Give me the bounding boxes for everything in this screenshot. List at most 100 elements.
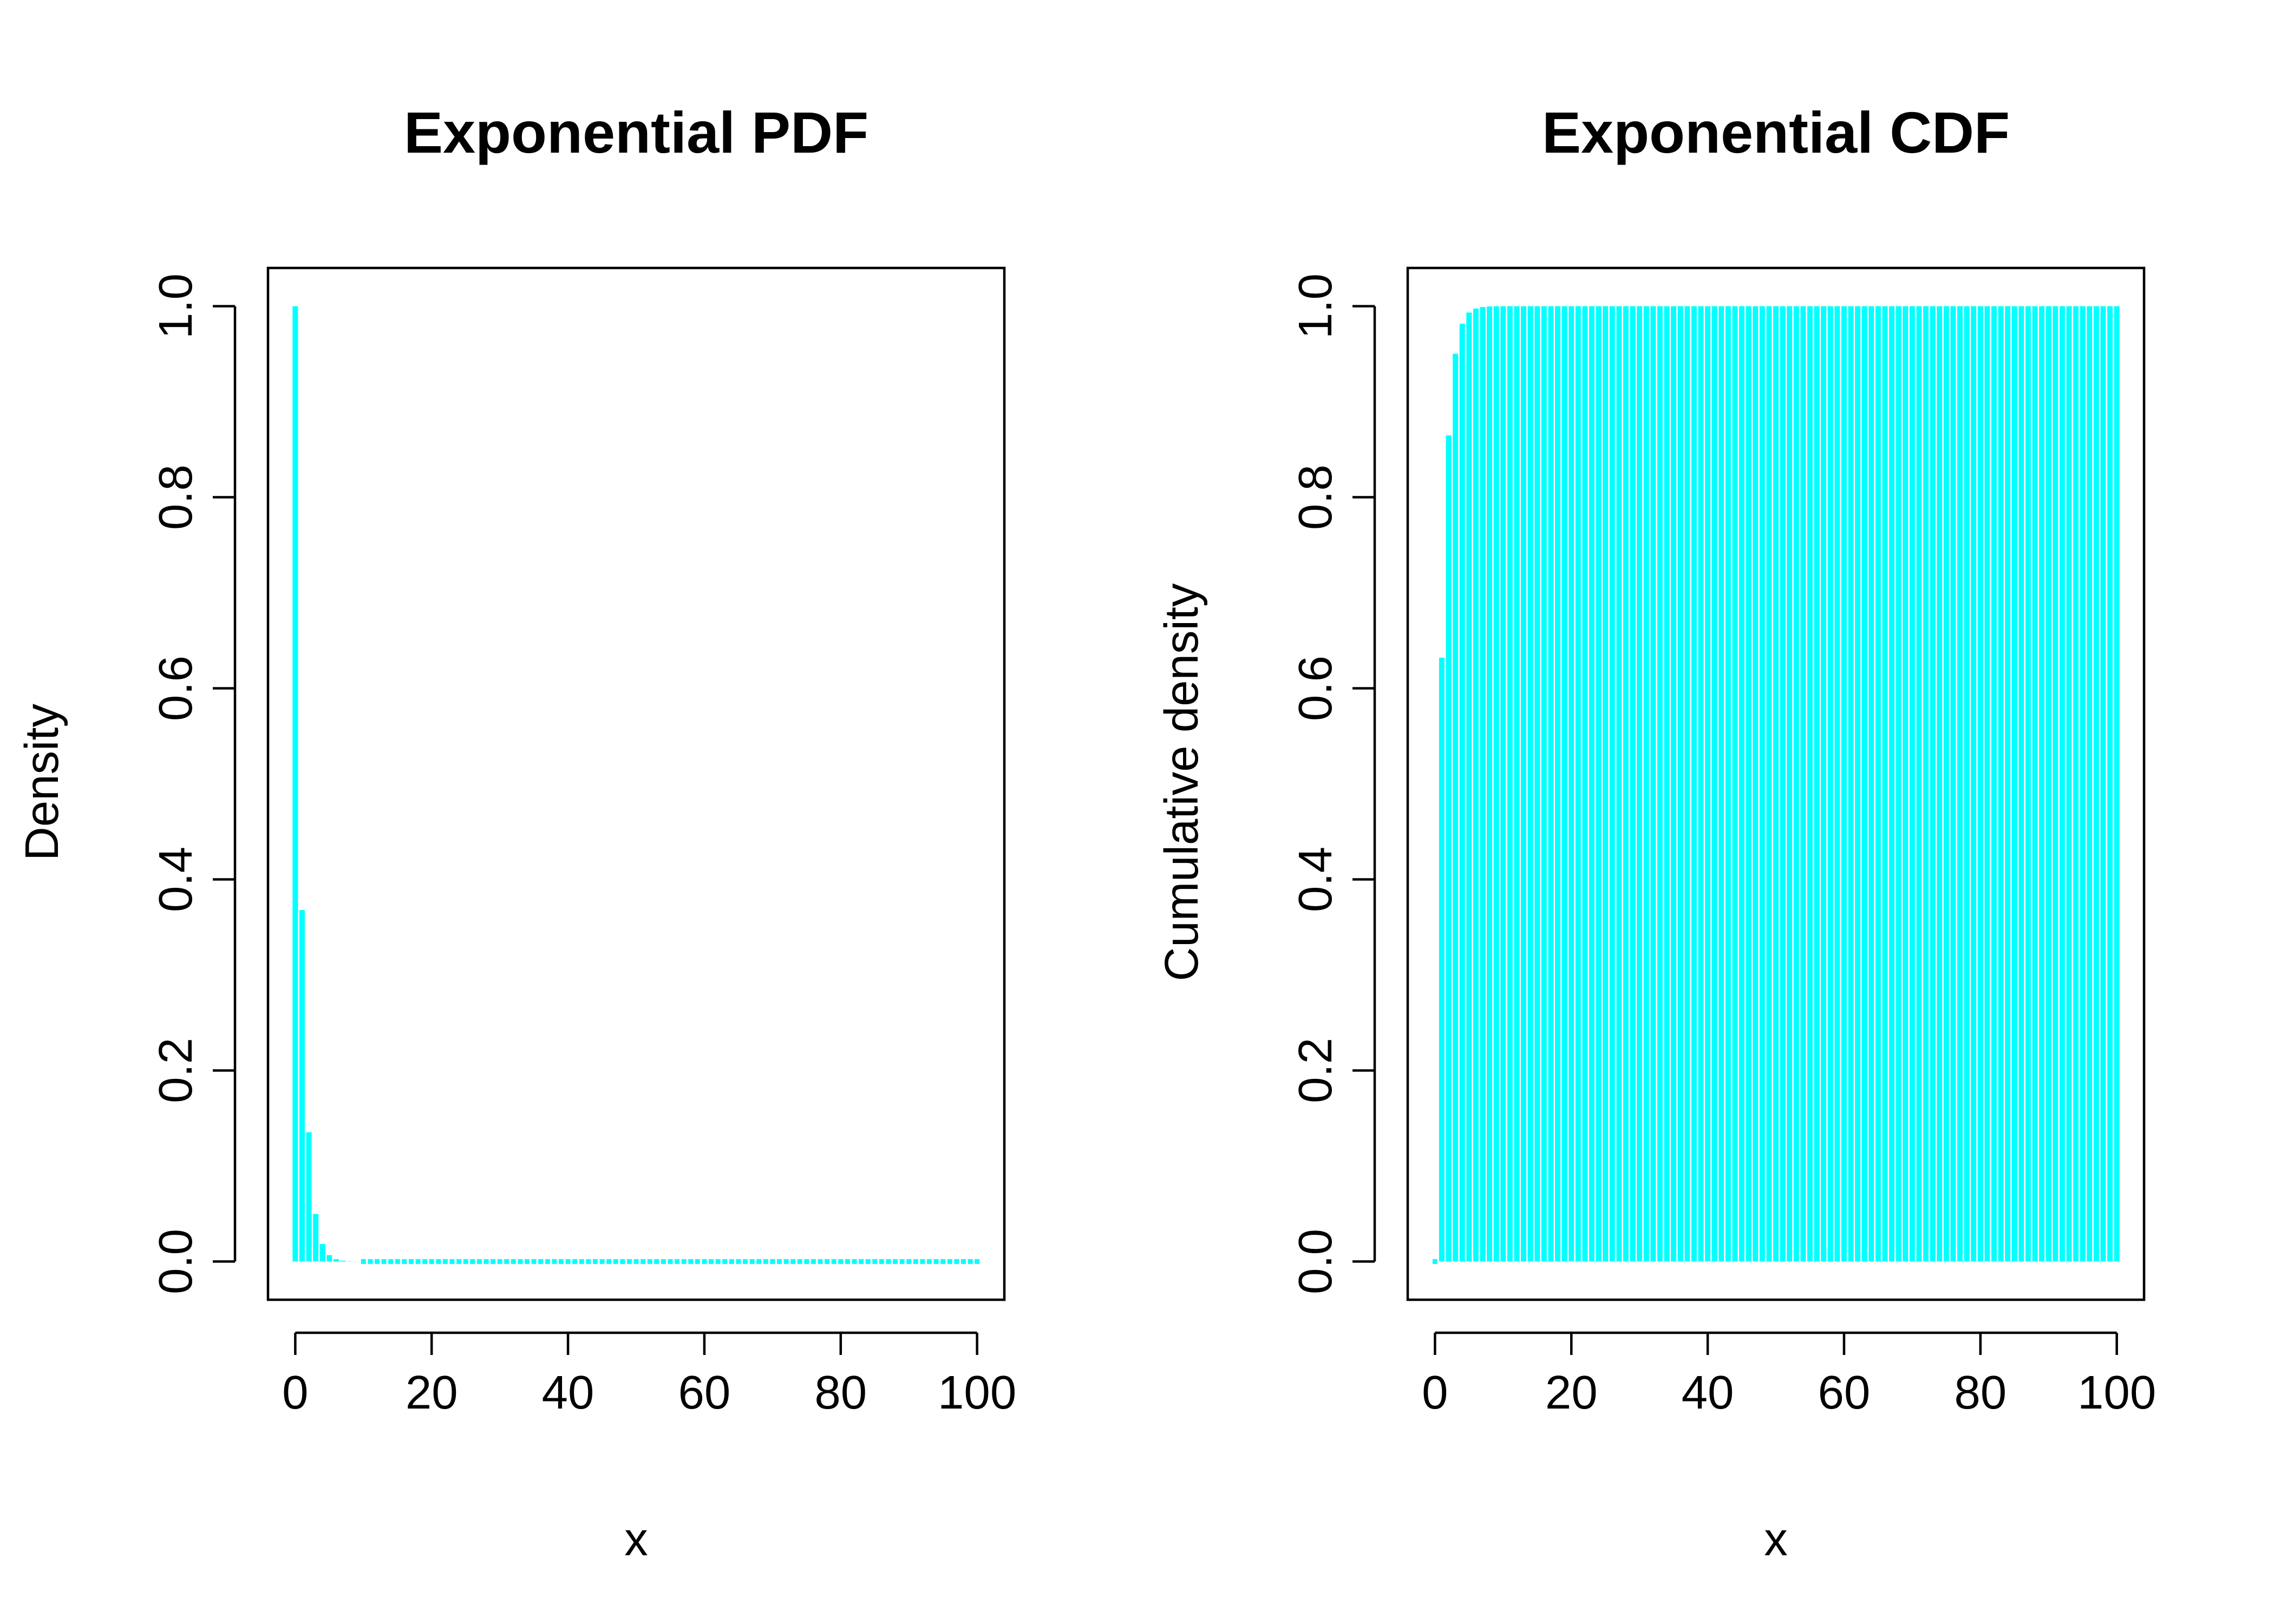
- pdf-bar-zero-marker: [606, 1259, 612, 1264]
- pdf-bar-zero-marker: [504, 1259, 509, 1264]
- pdf-bar-zero-marker: [906, 1259, 912, 1264]
- cdf-y-tick-label: 1.0: [1289, 273, 1342, 339]
- pdf-y-tick-label: 1.0: [149, 273, 202, 339]
- cdf-y-tick-label: 0.6: [1289, 656, 1342, 721]
- pdf-bar-zero-marker: [913, 1259, 918, 1264]
- pdf-bar-zero-marker: [456, 1259, 462, 1264]
- pdf-bar-zero-marker: [968, 1259, 973, 1264]
- pdf-y-axis-label: Density: [16, 703, 68, 861]
- pdf-bars: [292, 306, 980, 1264]
- pdf-bar-zero-marker: [749, 1259, 755, 1264]
- pdf-bar-zero-marker: [865, 1259, 871, 1264]
- pdf-bar-zero-marker: [845, 1259, 850, 1264]
- pdf-bar-zero-marker: [675, 1259, 680, 1264]
- pdf-x-tick-label: 100: [938, 1366, 1016, 1419]
- pdf-bar-zero-marker: [709, 1259, 714, 1264]
- pdf-y-axis: 0.0 0.2 0.4 0.6 0.8 1.0: [149, 273, 237, 1294]
- pdf-bar-zero-marker: [872, 1259, 878, 1264]
- pdf-bar-zero-marker: [852, 1259, 857, 1264]
- cdf-bar-zero-marker: [1432, 1259, 1437, 1264]
- pdf-bar-zero-marker: [586, 1259, 591, 1264]
- pdf-bar-zero-marker: [538, 1259, 544, 1264]
- pdf-bar-zero-marker: [470, 1259, 475, 1264]
- pdf-bar-zero-marker: [497, 1259, 502, 1264]
- pdf-bar-zero-marker: [811, 1259, 816, 1264]
- pdf-bar-zero-marker: [831, 1259, 837, 1264]
- pdf-bar-zero-marker: [702, 1259, 707, 1264]
- pdf-x-axis-label: x: [624, 1513, 648, 1566]
- pdf-bar-zero-marker: [395, 1259, 400, 1264]
- pdf-bar-zero-marker: [722, 1259, 728, 1264]
- cdf-x-tick-label: 40: [1682, 1366, 1734, 1419]
- pdf-bar-zero-marker: [442, 1259, 448, 1264]
- pdf-bar-zero-marker: [620, 1259, 625, 1264]
- cdf-title: Exponential CDF: [1542, 100, 2010, 165]
- pdf-bar-zero-marker: [531, 1259, 537, 1264]
- pdf-bar-zero-marker: [449, 1259, 455, 1264]
- pdf-bar-zero-marker: [592, 1259, 598, 1264]
- pdf-bar-zero-marker: [947, 1259, 952, 1264]
- cdf-panel: Exponential CDF x Cumulative density 0 20…: [1155, 100, 2156, 1566]
- pdf-bar-zero-marker: [491, 1259, 496, 1264]
- pdf-bar-zero-marker: [572, 1259, 578, 1264]
- pdf-plot-frame: [266, 266, 1006, 1301]
- pdf-bar-zero-marker: [579, 1259, 584, 1264]
- cdf-x-axis-label: x: [1764, 1513, 1788, 1566]
- cdf-x-tick-label: 60: [1818, 1366, 1871, 1419]
- pdf-bar-zero-marker: [661, 1259, 666, 1264]
- pdf-bar-zero-marker: [783, 1259, 789, 1264]
- pdf-bar-zero-marker: [654, 1259, 659, 1264]
- cdf-y-tick-label: 0.0: [1289, 1229, 1342, 1294]
- pdf-bar-zero-marker: [476, 1259, 482, 1264]
- pdf-bar-zero-marker: [552, 1259, 557, 1264]
- pdf-bar-zero-marker: [463, 1259, 468, 1264]
- cdf-y-tick-label: 0.2: [1289, 1038, 1342, 1103]
- pdf-bar-zero-marker: [633, 1259, 639, 1264]
- pdf-bar-zero-marker: [483, 1259, 489, 1264]
- pdf-bar-zero-marker: [613, 1259, 618, 1264]
- pdf-bar-zero-marker: [975, 1259, 980, 1264]
- pdf-bar-zero-marker: [525, 1259, 530, 1264]
- pdf-bar-zero-marker: [818, 1259, 823, 1264]
- pdf-y-tick-label: 0.0: [149, 1229, 202, 1294]
- pdf-y-tick-label: 0.6: [149, 656, 202, 721]
- cdf-y-tick-label: 0.8: [1289, 464, 1342, 530]
- pdf-bar-zero-marker: [436, 1259, 441, 1264]
- pdf-bar-zero-marker: [879, 1259, 884, 1264]
- pdf-bar-zero-marker: [756, 1259, 762, 1264]
- pdf-bar-zero-marker: [790, 1259, 796, 1264]
- pdf-bar-zero-marker: [374, 1259, 380, 1264]
- pdf-x-tick-label: 20: [406, 1366, 458, 1419]
- pdf-bar-zero-marker: [422, 1259, 428, 1264]
- pdf-bar-zero-marker: [893, 1259, 898, 1264]
- cdf-bars: [1432, 306, 2120, 1264]
- pdf-bar-zero-marker: [954, 1259, 959, 1264]
- pdf-bar-zero-marker: [402, 1259, 407, 1264]
- pdf-bar-zero-marker: [763, 1259, 768, 1264]
- pdf-bar-zero-marker: [899, 1259, 905, 1264]
- pdf-bar-zero-marker: [565, 1259, 571, 1264]
- pdf-bar-zero-marker: [361, 1259, 366, 1264]
- pdf-bar-zero-marker: [626, 1259, 632, 1264]
- pdf-bar-zero-marker: [715, 1259, 721, 1264]
- pdf-bar-zero-marker: [388, 1259, 394, 1264]
- pdf-bar-zero-marker: [599, 1259, 605, 1264]
- pdf-bar-zero-marker: [545, 1259, 550, 1264]
- cdf-y-tick-label: 0.4: [1289, 847, 1342, 912]
- pdf-bar-zero-marker: [736, 1259, 741, 1264]
- cdf-y-axis: 0.0 0.2 0.4 0.6 0.8 1.0: [1289, 273, 1376, 1294]
- cdf-x-tick-label: 20: [1545, 1366, 1598, 1419]
- pdf-x-tick-label: 60: [678, 1366, 731, 1419]
- pdf-bar-zero-marker: [695, 1259, 700, 1264]
- pdf-bar-zero-marker: [688, 1259, 694, 1264]
- pdf-bar-zero-marker: [558, 1259, 564, 1264]
- cdf-y-axis-label: Cumulative density: [1155, 583, 1208, 981]
- pdf-bar-zero-marker: [742, 1259, 748, 1264]
- pdf-bar-zero-marker: [933, 1259, 939, 1264]
- pdf-bar-zero-marker: [429, 1259, 434, 1264]
- cdf-x-axis: 0 20 40 60 80 100: [1422, 1331, 2156, 1419]
- pdf-panel: Exponential PDF x Density 0 20 40 60 80 100 0…: [16, 100, 1016, 1566]
- pdf-x-tick-label: 80: [814, 1366, 867, 1419]
- pdf-bar-zero-marker: [729, 1259, 734, 1264]
